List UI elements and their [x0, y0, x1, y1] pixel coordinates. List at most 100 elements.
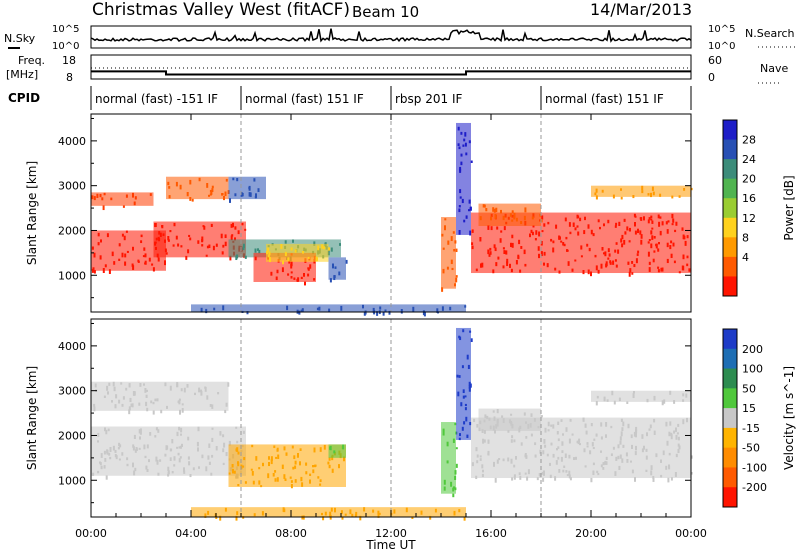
- range-gate-cell: [129, 397, 132, 403]
- range-gate-cell: [513, 215, 516, 220]
- range-gate-cell: [167, 236, 170, 241]
- range-gate-cell: [322, 516, 325, 521]
- range-gate-cell: [103, 192, 106, 196]
- colorbar-swatch: [723, 408, 737, 429]
- y-tick-label: 2000: [58, 429, 86, 442]
- range-gate-cell: [577, 231, 580, 236]
- range-gate-cell: [527, 469, 530, 475]
- range-gate-cell: [620, 238, 623, 243]
- region-fill: [441, 217, 456, 289]
- range-gate-cell: [605, 434, 607, 438]
- y-tick-label: 4000: [58, 340, 86, 353]
- region-fill: [166, 176, 229, 200]
- range-gate-cell: [146, 469, 149, 472]
- range-gate-cell: [515, 217, 518, 222]
- nave-tick-low: 0: [708, 71, 715, 84]
- range-gate-cell: [222, 305, 225, 311]
- range-gate-cell: [670, 434, 673, 440]
- range-gate-cell: [114, 404, 117, 409]
- nave-label: Nave: [760, 62, 788, 75]
- colorbar-swatch: [723, 388, 737, 409]
- range-gate-cell: [166, 445, 169, 450]
- range-gate-cell: [246, 311, 249, 315]
- range-gate-cell: [651, 186, 654, 191]
- range-gate-cell: [673, 430, 676, 434]
- range-gate-cell: [465, 215, 468, 219]
- range-gate-cell: [614, 471, 617, 476]
- range-gate-cell: [210, 223, 213, 227]
- range-gate-cell: [139, 428, 142, 431]
- range-gate-cell: [102, 205, 105, 211]
- range-gate-cell: [554, 267, 557, 271]
- range-gate-cell: [681, 265, 684, 270]
- range-gate-cell: [293, 455, 296, 460]
- range-gate-cell: [471, 462, 474, 467]
- range-gate-cell: [236, 178, 239, 182]
- range-gate-cell: [131, 403, 134, 408]
- cpid-segment-label: normal (fast) -151 IF: [95, 92, 218, 106]
- range-gate-cell: [219, 515, 222, 521]
- range-gate-cell: [653, 418, 656, 423]
- range-gate-cell: [658, 242, 660, 245]
- range-gate-cell: [488, 417, 491, 421]
- range-gate-cell: [303, 273, 305, 277]
- range-gate-cell: [541, 471, 544, 475]
- region-fill: [228, 444, 346, 487]
- range-gate-cell: [275, 456, 278, 459]
- range-gate-cell: [610, 453, 613, 457]
- scatter-region: [591, 390, 691, 406]
- range-gate-cell: [178, 446, 181, 449]
- range-gate-cell: [152, 401, 155, 405]
- range-gate-cell: [192, 467, 195, 471]
- range-gate-cell: [566, 249, 568, 252]
- range-gate-cell: [297, 453, 299, 458]
- range-gate-cell: [690, 187, 693, 191]
- range-gate-cell: [669, 245, 672, 250]
- range-gate-cell: [657, 269, 660, 273]
- range-gate-cell: [121, 233, 124, 237]
- colorbar-tick-label: -15: [742, 422, 760, 435]
- range-gate-cell: [270, 456, 273, 461]
- freq-panel-frame: [90, 54, 692, 80]
- range-gate-cell: [221, 251, 224, 255]
- range-gate-cell: [544, 444, 547, 448]
- range-gate-cell: [652, 478, 655, 482]
- range-gate-cell: [493, 461, 495, 467]
- range-gate-cell: [686, 255, 689, 259]
- range-gate-cell: [660, 267, 663, 272]
- range-gate-cell: [213, 307, 216, 311]
- range-gate-cell: [601, 247, 604, 251]
- range-gate-cell: [631, 469, 634, 474]
- range-gate-cell: [257, 248, 259, 251]
- range-gate-cell: [176, 431, 179, 437]
- range-gate-cell: [277, 454, 280, 459]
- range-gate-cell: [628, 240, 631, 243]
- freq-tick-high: 18: [62, 54, 76, 67]
- range-gate-cell: [690, 472, 693, 475]
- range-gate-cell: [176, 383, 179, 388]
- range-gate-cell: [287, 273, 290, 276]
- range-gate-cell: [651, 227, 654, 230]
- colorbar-swatch: [723, 217, 737, 238]
- range-gate-cell: [670, 240, 673, 244]
- range-gate-cell: [296, 455, 299, 458]
- range-gate-cell: [517, 256, 520, 260]
- range-gate-cell: [379, 306, 382, 310]
- y-axis-label: Slant Range [km]: [25, 161, 39, 265]
- range-gate-cell: [284, 478, 287, 481]
- range-gate-cell: [601, 189, 604, 193]
- range-gate-cell: [338, 464, 340, 469]
- range-gate-cell: [457, 126, 460, 131]
- range-gate-cell: [267, 473, 270, 479]
- range-gate-cell: [106, 233, 109, 238]
- range-gate-cell: [257, 188, 260, 192]
- range-gate-cell: [632, 195, 635, 199]
- range-gate-cell: [144, 455, 147, 459]
- range-gate-cell: [510, 268, 513, 273]
- region-fill: [328, 257, 346, 280]
- range-gate-cell: [217, 392, 220, 395]
- range-gate-cell: [164, 453, 167, 457]
- range-gate-cell: [164, 239, 166, 243]
- colorbar-tick-label: 16: [742, 192, 756, 205]
- range-gate-cell: [539, 449, 542, 454]
